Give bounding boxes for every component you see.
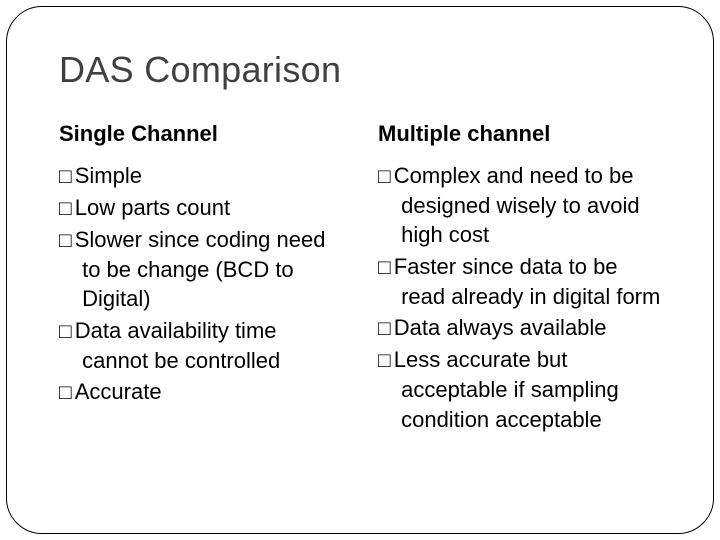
left-column: Single Channel Simple Low parts count Sl… (59, 121, 342, 436)
right-bullet-list: Complex and need to be designed wisely t… (378, 161, 661, 434)
left-column-header: Single Channel (59, 121, 342, 147)
right-column: Multiple channel Complex and need to be … (378, 121, 661, 436)
list-item: Slower since coding need to be change (B… (59, 225, 342, 314)
list-item: Less accurate but acceptable if sampling… (378, 345, 661, 434)
list-item: Simple (59, 161, 342, 191)
list-item: Data availability time cannot be control… (59, 316, 342, 375)
list-item: Complex and need to be designed wisely t… (378, 161, 661, 250)
page-title: DAS Comparison (59, 49, 661, 91)
columns-container: Single Channel Simple Low parts count Sl… (59, 121, 661, 436)
list-item: Faster since data to be read already in … (378, 252, 661, 311)
right-column-header: Multiple channel (378, 121, 661, 147)
left-bullet-list: Simple Low parts count Slower since codi… (59, 161, 342, 407)
list-item: Data always available (378, 313, 661, 343)
slide-frame: DAS Comparison Single Channel Simple Low… (6, 6, 714, 534)
list-item: Low parts count (59, 193, 342, 223)
list-item: Accurate (59, 377, 342, 407)
